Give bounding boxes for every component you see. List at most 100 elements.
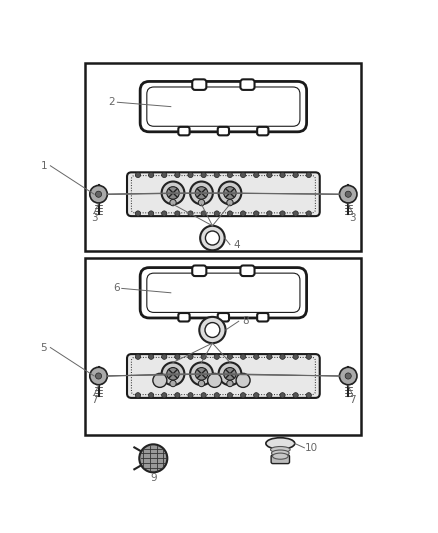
Text: 3: 3 (91, 213, 98, 223)
Circle shape (170, 381, 176, 386)
Circle shape (201, 354, 206, 359)
Text: 7: 7 (91, 395, 98, 405)
Circle shape (188, 172, 193, 177)
Circle shape (227, 211, 233, 216)
Circle shape (254, 172, 259, 177)
Circle shape (90, 367, 107, 385)
FancyBboxPatch shape (178, 313, 190, 321)
Circle shape (148, 211, 154, 216)
FancyBboxPatch shape (218, 127, 229, 135)
Circle shape (224, 368, 236, 380)
Circle shape (240, 172, 246, 177)
Circle shape (162, 393, 167, 398)
Circle shape (224, 187, 236, 199)
Circle shape (293, 354, 298, 359)
Circle shape (236, 374, 250, 387)
Circle shape (227, 354, 233, 359)
Circle shape (280, 172, 285, 177)
Circle shape (267, 172, 272, 177)
Circle shape (227, 199, 233, 206)
Circle shape (162, 182, 184, 204)
FancyBboxPatch shape (192, 265, 206, 276)
FancyBboxPatch shape (85, 63, 361, 251)
Circle shape (293, 172, 298, 177)
Circle shape (208, 374, 222, 387)
FancyBboxPatch shape (257, 313, 268, 321)
Text: 5: 5 (40, 343, 47, 352)
Circle shape (188, 354, 193, 359)
Text: 9: 9 (150, 473, 157, 483)
FancyBboxPatch shape (140, 82, 307, 132)
Circle shape (214, 211, 219, 216)
Text: 4: 4 (233, 240, 240, 249)
FancyBboxPatch shape (140, 268, 307, 318)
Circle shape (280, 211, 285, 216)
Circle shape (214, 393, 219, 398)
Circle shape (345, 373, 351, 379)
Text: 1: 1 (40, 161, 47, 171)
Circle shape (254, 211, 259, 216)
Circle shape (280, 393, 285, 398)
FancyBboxPatch shape (178, 127, 190, 135)
Circle shape (135, 172, 141, 177)
Circle shape (199, 317, 226, 343)
Circle shape (306, 393, 311, 398)
FancyBboxPatch shape (85, 258, 361, 435)
Circle shape (198, 199, 205, 206)
Circle shape (190, 362, 213, 385)
Text: 2: 2 (108, 97, 115, 107)
Circle shape (95, 191, 102, 197)
Text: 7: 7 (349, 395, 356, 405)
Text: 8: 8 (242, 316, 249, 326)
Ellipse shape (271, 447, 290, 453)
Circle shape (227, 381, 233, 386)
Circle shape (339, 367, 357, 385)
Circle shape (162, 211, 167, 216)
Text: 6: 6 (113, 284, 120, 293)
FancyBboxPatch shape (257, 127, 268, 135)
Circle shape (175, 211, 180, 216)
Circle shape (162, 172, 167, 177)
Circle shape (293, 211, 298, 216)
Circle shape (205, 322, 220, 337)
Circle shape (148, 393, 154, 398)
Circle shape (227, 172, 233, 177)
Circle shape (148, 354, 154, 359)
Circle shape (167, 187, 179, 199)
Circle shape (162, 362, 184, 385)
Circle shape (219, 182, 241, 204)
Circle shape (201, 393, 206, 398)
Circle shape (219, 362, 241, 385)
Circle shape (201, 172, 206, 177)
Circle shape (254, 354, 259, 359)
Circle shape (135, 211, 141, 216)
Circle shape (240, 393, 246, 398)
FancyBboxPatch shape (192, 79, 206, 90)
Circle shape (188, 211, 193, 216)
Circle shape (198, 381, 205, 386)
Circle shape (267, 354, 272, 359)
Circle shape (267, 393, 272, 398)
Circle shape (195, 368, 208, 380)
Circle shape (188, 393, 193, 398)
Circle shape (190, 182, 213, 204)
FancyBboxPatch shape (240, 79, 254, 90)
Circle shape (306, 211, 311, 216)
Circle shape (201, 211, 206, 216)
FancyBboxPatch shape (271, 455, 290, 464)
Circle shape (195, 187, 208, 199)
Circle shape (267, 211, 272, 216)
Circle shape (200, 226, 225, 251)
Circle shape (240, 354, 246, 359)
Text: 3: 3 (349, 213, 356, 223)
Circle shape (280, 354, 285, 359)
Circle shape (345, 191, 351, 197)
Circle shape (214, 354, 219, 359)
Circle shape (95, 373, 102, 379)
Circle shape (162, 354, 167, 359)
Circle shape (153, 374, 167, 387)
FancyBboxPatch shape (218, 313, 229, 321)
Circle shape (205, 231, 219, 245)
Text: 10: 10 (304, 443, 318, 453)
Ellipse shape (272, 453, 288, 459)
